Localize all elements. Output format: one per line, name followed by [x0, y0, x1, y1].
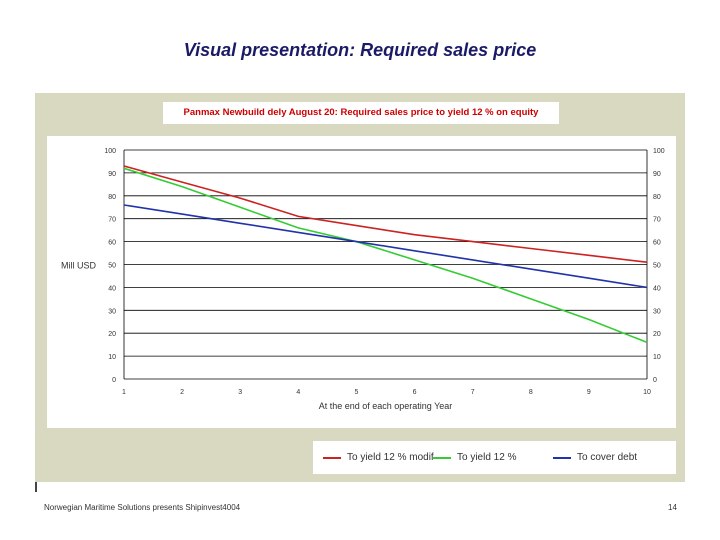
page-number: 14	[668, 503, 677, 512]
footer-text: Norwegian Maritime Solutions presents Sh…	[44, 503, 241, 512]
series-line-2	[123, 167, 648, 344]
legend-label: To yield 12 % modif	[347, 452, 434, 463]
y-tick-label-left: 70	[108, 217, 116, 224]
y-tick-label-left: 50	[108, 263, 116, 270]
x-axis-label: At the end of each operating Year	[319, 401, 453, 411]
y-tick-label-right: 10	[653, 354, 661, 361]
y-tick-label-left: 40	[108, 285, 116, 292]
y-tick-label-left: 80	[108, 194, 116, 201]
y-tick-label-left: 0	[112, 377, 116, 384]
legend-item: To yield 12 %	[433, 441, 516, 474]
legend: To yield 12 % modif To yield 12 % To cover…	[313, 441, 676, 474]
legend-swatch	[553, 456, 571, 459]
y-tick-label-left: 30	[108, 308, 116, 315]
y-axis-label: Mill USD	[61, 261, 96, 271]
x-tick-label: 6	[413, 389, 417, 396]
y-tick-label-right: 50	[653, 263, 661, 270]
y-tick-label-right: 20	[653, 331, 661, 338]
x-tick-label: 1	[122, 389, 126, 396]
y-tick-label-right: 90	[653, 171, 661, 178]
y-tick-label-right: 30	[653, 308, 661, 315]
legend-swatch	[323, 456, 341, 459]
y-tick-label-right: 70	[653, 217, 661, 224]
legend-swatch	[433, 456, 451, 459]
x-tick-label: 3	[238, 389, 242, 396]
x-tick-label: 10	[643, 389, 651, 396]
y-tick-label-left: 90	[108, 171, 116, 178]
x-tick-label: 8	[529, 389, 533, 396]
panel-rule	[35, 482, 37, 492]
slide-title: Visual presentation: Required sales pric…	[183, 40, 537, 60]
legend-label: To cover debt	[577, 452, 638, 463]
x-tick-label: 2	[180, 389, 184, 396]
series-line-1	[123, 165, 648, 263]
y-tick-label-right: 60	[653, 240, 661, 247]
legend-label: To yield 12 %	[457, 452, 517, 463]
chart-title: Panmax Newbuild dely August 20: Required…	[163, 102, 559, 124]
x-tick-label: 9	[587, 389, 591, 396]
y-tick-label-left: 60	[108, 240, 116, 247]
y-tick-label-right: 0	[653, 377, 657, 384]
x-tick-label: 4	[296, 389, 300, 396]
legend-item: To yield 12 % modif	[323, 441, 434, 474]
y-tick-label-left: 10	[108, 354, 116, 361]
series-line-3	[123, 204, 648, 289]
x-tick-label: 5	[354, 389, 358, 396]
y-tick-label-left: 20	[108, 331, 116, 338]
y-tick-label-left: 100	[104, 148, 116, 155]
legend-item: To cover debt	[553, 441, 637, 474]
y-tick-label-right: 40	[653, 285, 661, 292]
x-tick-label: 7	[471, 389, 475, 396]
y-tick-label-right: 100	[653, 148, 665, 155]
y-tick-label-right: 80	[653, 194, 661, 201]
